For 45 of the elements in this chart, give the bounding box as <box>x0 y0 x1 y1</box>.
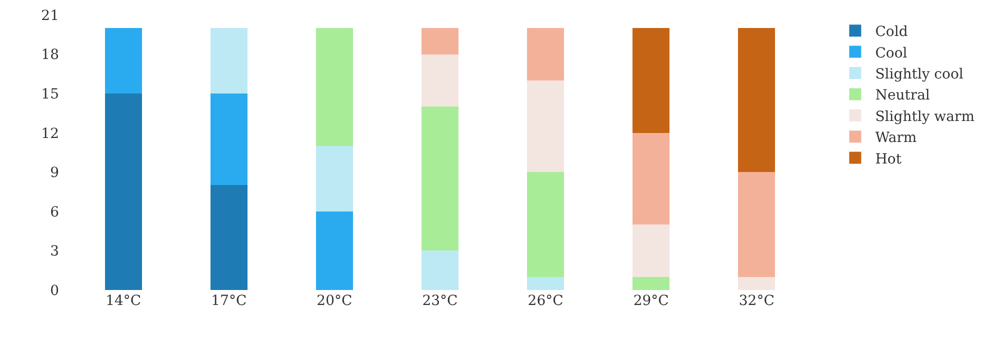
bar <box>422 54 458 107</box>
x-tick-label: 23°C <box>422 293 458 309</box>
x-tick-label: 32°C <box>738 293 774 309</box>
x-tick-label: 14°C <box>106 293 142 309</box>
y-tick-label: 12 <box>41 126 59 142</box>
bar <box>422 250 458 290</box>
bar <box>527 80 564 172</box>
bar <box>738 28 776 172</box>
legend-label: Cold <box>875 24 908 40</box>
bar <box>422 106 458 251</box>
bar <box>316 146 353 212</box>
bar <box>738 172 776 277</box>
legend-label: Slightly cool <box>875 66 964 82</box>
legend-label: Neutral <box>875 88 930 104</box>
x-tick-label: 17°C <box>211 293 247 309</box>
bar <box>422 28 458 54</box>
y-tick-label: 0 <box>50 282 59 299</box>
legend-label: Cool <box>875 45 908 62</box>
bar <box>527 276 564 290</box>
bar <box>210 28 248 94</box>
bar <box>527 28 564 80</box>
x-tick-label: 26°C <box>528 293 564 309</box>
bar <box>632 276 670 290</box>
legend-label: Hot <box>875 151 902 168</box>
x-tick-label: 29°C <box>633 293 669 309</box>
x-tick-label: 20°C <box>316 293 352 309</box>
y-tick-label: 9 <box>50 165 59 182</box>
legend-label: Warm <box>875 130 917 146</box>
bar <box>104 94 142 290</box>
y-tick-label: 3 <box>50 244 59 260</box>
bar <box>738 276 776 290</box>
bar <box>527 172 564 277</box>
bar <box>210 185 248 290</box>
bar <box>316 211 353 290</box>
bar <box>316 28 353 146</box>
bar <box>632 132 670 225</box>
bar <box>104 28 142 94</box>
y-tick-label: 6 <box>50 204 60 220</box>
bar <box>632 224 670 277</box>
y-tick-label: 21 <box>41 8 59 24</box>
bar <box>632 28 670 133</box>
y-tick-label: 18 <box>41 47 59 64</box>
bar <box>210 94 248 186</box>
y-tick-label: 15 <box>41 86 59 102</box>
legend-label: Slightly warm <box>875 108 974 125</box>
